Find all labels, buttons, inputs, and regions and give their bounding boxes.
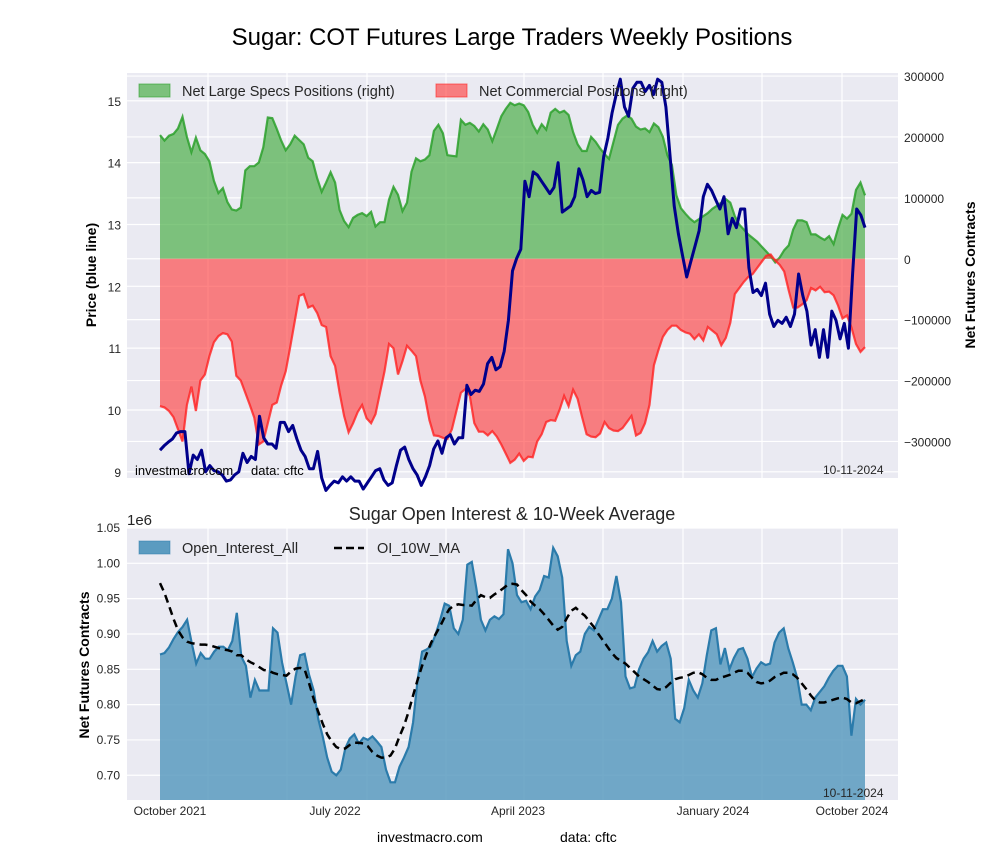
open-interest-tick-label: 0.75 [97, 733, 121, 747]
price-tick-label: 11 [109, 342, 122, 356]
open-interest-area [160, 547, 865, 800]
legend-swatch-open-interest [138, 540, 171, 555]
date-tick-label: April 2023 [491, 804, 545, 818]
net-contracts-axis-label: Net Futures Contracts [962, 201, 978, 348]
net-contracts-tick-label: 100000 [904, 192, 944, 206]
net-contracts-tick-label: 200000 [904, 131, 944, 145]
large-specs-area [160, 102, 865, 263]
open-interest-tick-label: 0.85 [97, 662, 121, 676]
price-tick-label: 15 [108, 95, 122, 109]
positions-chart: 9 10 11 12 13 14 15 300000 200000 100000 0 −100000… [83, 70, 978, 492]
legend-label-ma: OI_10W_MA [377, 541, 460, 557]
positions-watermark-source: data: cftc [251, 463, 304, 478]
legend-swatch-large-specs [138, 83, 171, 98]
net-contracts-tick-label: −100000 [904, 314, 951, 328]
net-contracts-tick-label: 300000 [904, 70, 944, 84]
legend-label-open-interest: Open_Interest_All [182, 541, 298, 557]
footer-site: investmacro.com [377, 829, 483, 845]
net-contracts-axis-ticks: 300000 200000 100000 0 −100000 −200000 −300000 [904, 70, 951, 449]
net-contracts-tick-label: 0 [904, 253, 911, 267]
legend-label-commercial: Net Commercial Positions (right) [479, 84, 688, 100]
legend-swatch-commercial [435, 83, 468, 98]
net-contracts-tick-label: −300000 [904, 435, 951, 449]
open-interest-chart: Sugar Open Interest & 10-Week Average 1e… [76, 504, 898, 818]
price-axis-ticks: 9 10 11 12 13 14 15 [108, 95, 122, 480]
figure-title: Sugar: COT Futures Large Traders Weekly … [232, 24, 793, 51]
open-interest-tick-label: 0.80 [97, 698, 121, 712]
date-tick-label: October 2021 [134, 804, 207, 818]
open-interest-tick-label: 1.05 [97, 521, 121, 535]
open-interest-axis-ticks: 0.70 0.75 0.80 0.85 0.90 0.95 1.00 1.05 [97, 521, 121, 782]
legend-label-large-specs: Net Large Specs Positions (right) [182, 84, 395, 100]
positions-watermark-site: investmacro.com [135, 463, 233, 478]
commercial-area [160, 254, 865, 463]
open-interest-tick-label: 0.90 [97, 627, 121, 641]
positions-date-label: 10-11-2024 [823, 463, 884, 477]
price-tick-label: 9 [114, 466, 121, 480]
price-tick-label: 14 [108, 157, 122, 171]
positions-legend: Net Large Specs Positions (right) Net Co… [138, 83, 688, 100]
date-tick-label: July 2022 [309, 804, 361, 818]
open-interest-line [159, 544, 866, 784]
open-interest-axis-label: Net Futures Contracts [76, 591, 92, 738]
price-line [158, 77, 867, 492]
open-interest-tick-label: 0.95 [97, 592, 121, 606]
price-axis-label: Price (blue line) [83, 223, 99, 327]
open-interest-tick-label: 0.70 [97, 768, 121, 782]
footer-source: data: cftc [560, 829, 617, 845]
date-axis-ticks: October 2021 July 2022 April 2023 January 2… [134, 804, 889, 818]
price-tick-label: 10 [108, 404, 122, 418]
price-tick-label: 13 [108, 218, 122, 232]
open-interest-title: Sugar Open Interest & 10-Week Average [349, 504, 676, 524]
oi-10w-ma-line [158, 582, 866, 759]
price-tick-label: 12 [108, 280, 122, 294]
open-interest-legend: Open_Interest_All OI_10W_MA [138, 540, 460, 557]
commercial-line [159, 253, 866, 465]
open-interest-date-label: 10-11-2024 [823, 786, 884, 800]
open-interest-tick-label: 1.00 [97, 556, 121, 570]
y-multiplier-label: 1e6 [127, 512, 152, 529]
date-tick-label: January 2024 [677, 804, 750, 818]
date-tick-label: October 2024 [816, 804, 889, 818]
net-contracts-tick-label: −200000 [904, 375, 951, 389]
